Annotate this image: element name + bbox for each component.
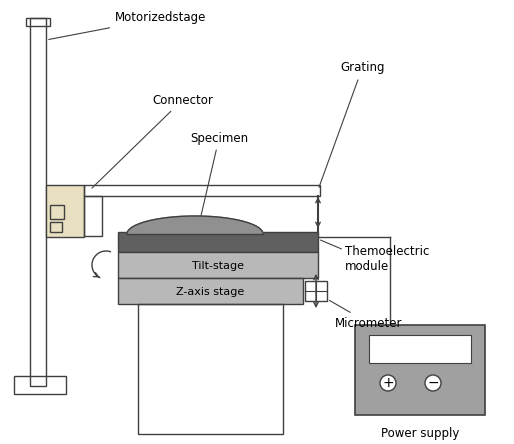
Bar <box>84 185 320 196</box>
Bar <box>50 205 64 219</box>
Text: Themoelectric
module: Themoelectric module <box>345 245 429 273</box>
Text: Micrometer: Micrometer <box>329 301 402 329</box>
Polygon shape <box>127 216 263 234</box>
Text: Power supply: Power supply <box>381 427 459 440</box>
Text: Motorizedstage: Motorizedstage <box>49 12 207 40</box>
Bar <box>46 185 84 237</box>
Bar <box>14 376 66 394</box>
Bar <box>26 18 50 26</box>
Ellipse shape <box>425 375 441 391</box>
Text: Grating: Grating <box>319 62 384 187</box>
Bar <box>118 278 303 304</box>
Text: Tilt-stage: Tilt-stage <box>192 261 244 271</box>
Bar <box>305 281 327 301</box>
Text: −: − <box>427 376 439 390</box>
Bar <box>118 252 318 278</box>
Text: Connector: Connector <box>92 94 213 188</box>
Text: Z-axis stage: Z-axis stage <box>176 287 245 297</box>
Bar <box>355 325 485 415</box>
Bar <box>369 335 471 363</box>
Text: +: + <box>382 376 394 390</box>
Bar <box>84 196 102 236</box>
Text: Specimen: Specimen <box>190 131 248 217</box>
Bar <box>30 18 46 386</box>
Bar <box>118 232 318 252</box>
Bar <box>138 304 283 434</box>
Ellipse shape <box>380 375 396 391</box>
Bar <box>50 222 62 232</box>
